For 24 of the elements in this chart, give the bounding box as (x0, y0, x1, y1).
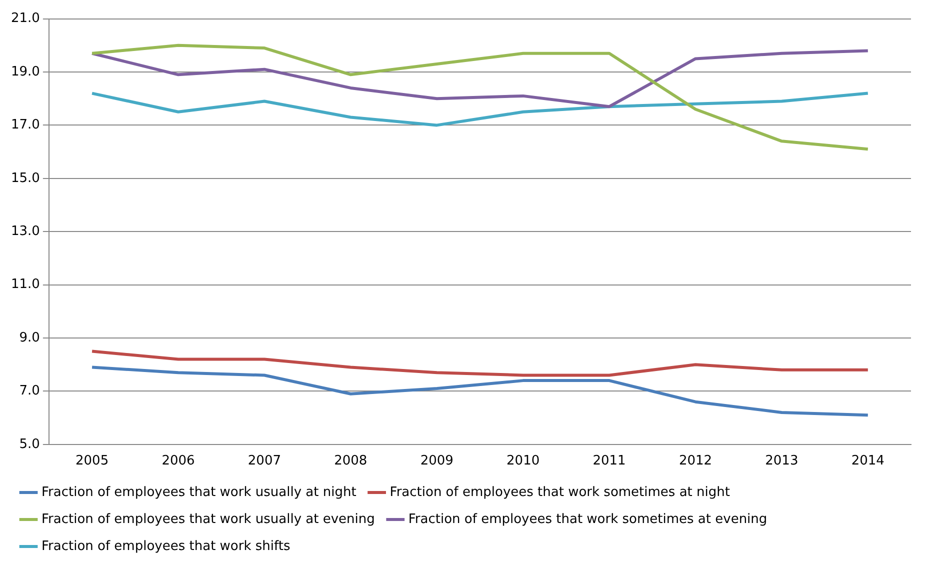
y-tick-label: 19.0 (10, 64, 40, 80)
x-tick-label: 2008 (334, 454, 368, 469)
x-tick-label: 2009 (420, 454, 454, 469)
x-tick-label: 2005 (76, 454, 109, 469)
legend-label: Fraction of employees that work sometimes at evening (408, 512, 768, 527)
x-tick-label: 2006 (162, 454, 195, 469)
y-tick-label: 9.0 (19, 330, 40, 346)
x-tick-label: 2011 (592, 454, 626, 469)
x-tick-label: 2012 (678, 454, 712, 469)
x-tick-label: 2013 (765, 454, 798, 469)
y-tick-label: 7.0 (19, 384, 40, 399)
legend-label: Fraction of employees that work shifts (42, 538, 290, 554)
legend-label: Fraction of employees that work sometimes at night (390, 484, 730, 500)
x-tick-label: 2007 (248, 454, 282, 469)
y-tick-label: 21.0 (10, 11, 40, 26)
legend-label: Fraction of employees that work usually at night (42, 484, 356, 500)
legend-label: Fraction of employees that work usually at evening (42, 512, 375, 527)
y-tick-label: 5.0 (19, 436, 40, 452)
x-tick-label: 2014 (851, 454, 884, 469)
y-tick-label: 13.0 (10, 224, 40, 239)
y-tick-label: 15.0 (10, 170, 40, 186)
y-tick-label: 11.0 (10, 277, 40, 292)
y-tick-label: 17.0 (10, 118, 40, 133)
x-tick-label: 2010 (506, 454, 540, 469)
